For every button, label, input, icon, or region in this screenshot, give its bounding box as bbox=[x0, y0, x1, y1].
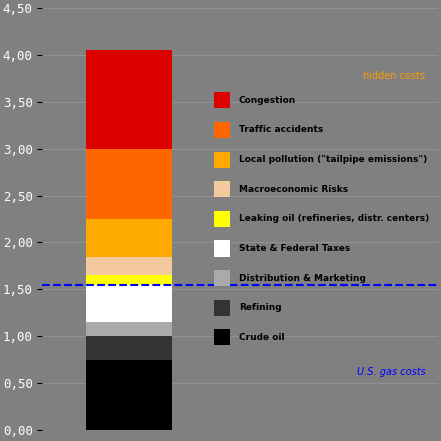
Text: Leaking oil (refineries, distr. centers): Leaking oil (refineries, distr. centers) bbox=[239, 214, 429, 223]
Bar bbox=[86, 219, 172, 257]
FancyBboxPatch shape bbox=[214, 299, 230, 316]
Bar bbox=[86, 50, 172, 149]
Text: U.S. gas costs: U.S. gas costs bbox=[357, 367, 426, 377]
FancyBboxPatch shape bbox=[214, 270, 230, 286]
Bar bbox=[86, 275, 172, 285]
FancyBboxPatch shape bbox=[214, 211, 230, 227]
Text: Local pollution ("tailpipe emissions"): Local pollution ("tailpipe emissions") bbox=[239, 155, 427, 164]
Text: Macroeconomic Risks: Macroeconomic Risks bbox=[239, 185, 348, 194]
Bar bbox=[86, 285, 172, 322]
FancyBboxPatch shape bbox=[214, 92, 230, 108]
Text: Traffic accidents: Traffic accidents bbox=[239, 126, 323, 135]
Bar bbox=[86, 336, 172, 360]
Text: Crude oil: Crude oil bbox=[239, 333, 284, 342]
FancyBboxPatch shape bbox=[214, 152, 230, 168]
Bar bbox=[86, 257, 172, 275]
FancyBboxPatch shape bbox=[214, 181, 230, 197]
Text: hidden costs: hidden costs bbox=[363, 71, 426, 82]
FancyBboxPatch shape bbox=[214, 329, 230, 345]
FancyBboxPatch shape bbox=[214, 240, 230, 257]
Text: Distribution & Marketing: Distribution & Marketing bbox=[239, 273, 366, 283]
Bar bbox=[86, 149, 172, 219]
Bar bbox=[86, 322, 172, 336]
Text: Refining: Refining bbox=[239, 303, 281, 312]
Text: State & Federal Taxes: State & Federal Taxes bbox=[239, 244, 350, 253]
Text: Congestion: Congestion bbox=[239, 96, 296, 105]
Bar bbox=[86, 360, 172, 430]
FancyBboxPatch shape bbox=[214, 122, 230, 138]
